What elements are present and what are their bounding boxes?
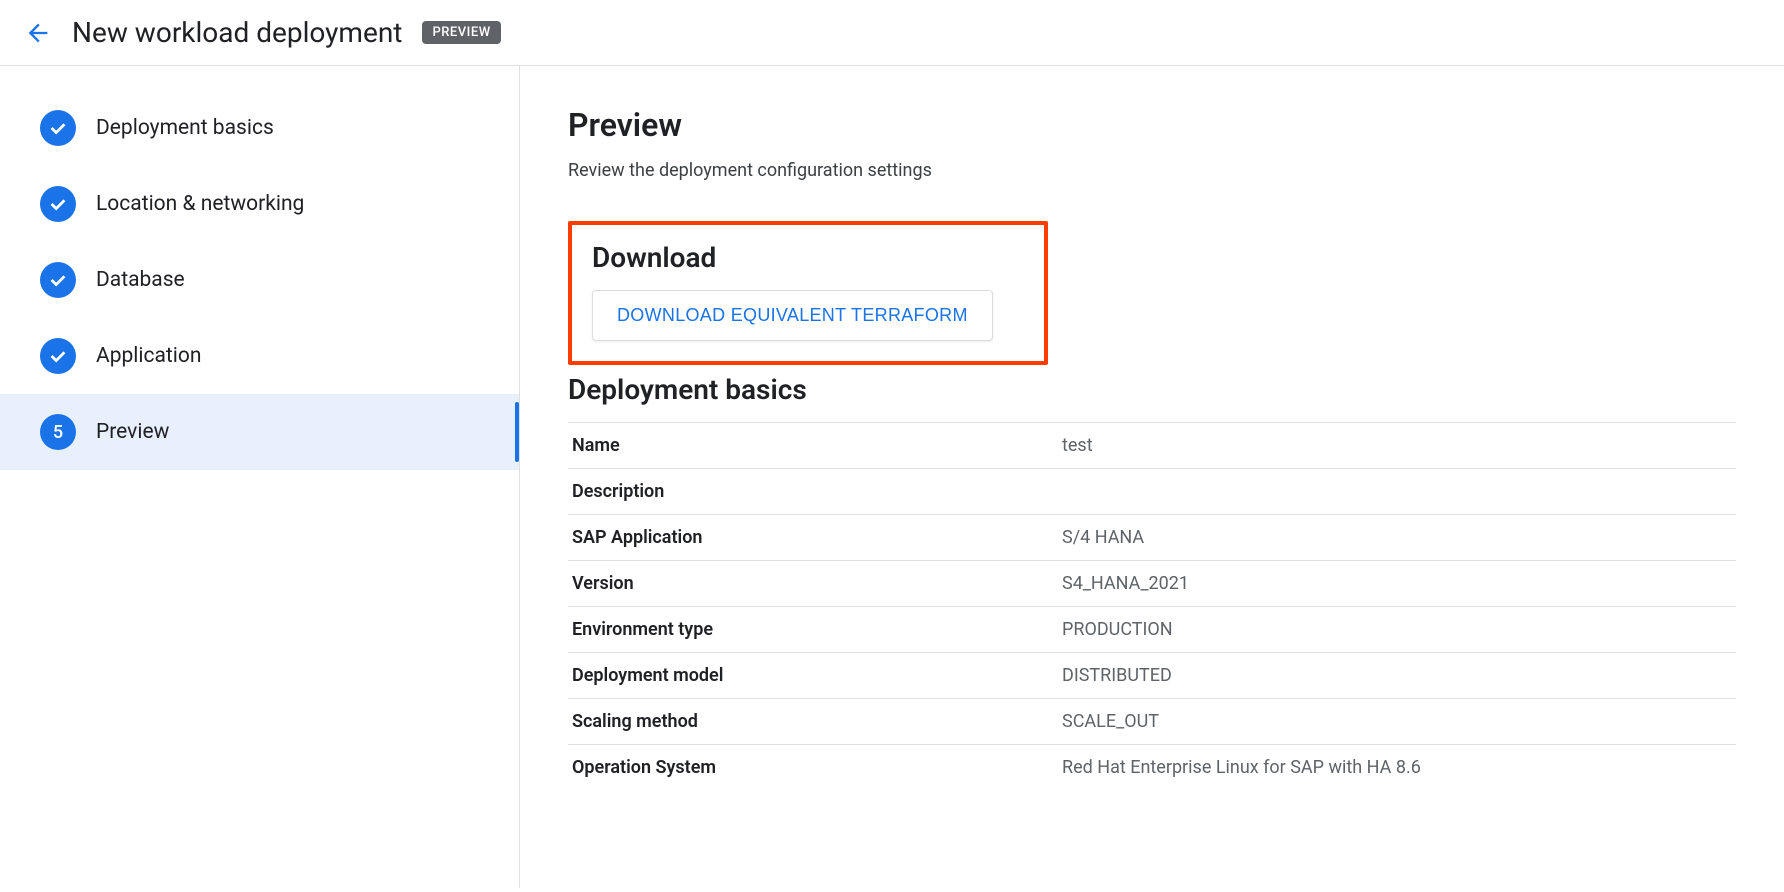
row-value: DISTRIBUTED xyxy=(1058,653,1736,699)
page-title: New workload deployment xyxy=(72,16,402,49)
row-key: Operation System xyxy=(568,745,1058,791)
step-label: Deployment basics xyxy=(96,116,274,140)
step-label: Application xyxy=(96,344,201,368)
row-value: test xyxy=(1058,423,1736,469)
row-value: SCALE_OUT xyxy=(1058,699,1736,745)
page-header: New workload deployment PREVIEW xyxy=(0,0,1784,66)
step-number-icon: 5 xyxy=(40,414,76,450)
check-icon xyxy=(40,186,76,222)
preview-badge: PREVIEW xyxy=(422,21,500,44)
deployment-basics-table: Name test Description SAP Application S/… xyxy=(568,422,1736,790)
table-row: Name test xyxy=(568,423,1736,469)
row-value: Red Hat Enterprise Linux for SAP with HA… xyxy=(1058,745,1736,791)
row-value: PRODUCTION xyxy=(1058,607,1736,653)
back-arrow-icon[interactable] xyxy=(24,19,52,47)
row-value xyxy=(1058,469,1736,515)
row-key: Deployment model xyxy=(568,653,1058,699)
table-row: Operation System Red Hat Enterprise Linu… xyxy=(568,745,1736,791)
row-key: Description xyxy=(568,469,1058,515)
download-title: Download xyxy=(592,241,1024,274)
basics-title: Deployment basics xyxy=(568,373,1736,406)
steps-sidebar: Deployment basics Location & networking … xyxy=(0,66,520,888)
table-row: Environment type PRODUCTION xyxy=(568,607,1736,653)
row-key: Environment type xyxy=(568,607,1058,653)
table-row: Scaling method SCALE_OUT xyxy=(568,699,1736,745)
step-preview[interactable]: 5 Preview xyxy=(0,394,519,470)
check-icon xyxy=(40,110,76,146)
main-content: Preview Review the deployment configurat… xyxy=(520,66,1784,888)
table-row: SAP Application S/4 HANA xyxy=(568,515,1736,561)
step-application[interactable]: Application xyxy=(0,318,519,394)
row-key: Name xyxy=(568,423,1058,469)
row-value: S4_HANA_2021 xyxy=(1058,561,1736,607)
row-value: S/4 HANA xyxy=(1058,515,1736,561)
step-database[interactable]: Database xyxy=(0,242,519,318)
step-location-networking[interactable]: Location & networking xyxy=(0,166,519,242)
main-container: Deployment basics Location & networking … xyxy=(0,66,1784,888)
step-label: Database xyxy=(96,268,185,292)
content-title: Preview xyxy=(568,106,1736,144)
check-icon xyxy=(40,262,76,298)
table-row: Version S4_HANA_2021 xyxy=(568,561,1736,607)
step-label: Preview xyxy=(96,420,169,444)
step-label: Location & networking xyxy=(96,192,304,216)
download-section: Download DOWNLOAD EQUIVALENT TERRAFORM xyxy=(568,221,1048,365)
content-subtitle: Review the deployment configuration sett… xyxy=(568,160,1736,181)
step-deployment-basics[interactable]: Deployment basics xyxy=(0,90,519,166)
download-terraform-button[interactable]: DOWNLOAD EQUIVALENT TERRAFORM xyxy=(592,290,993,341)
table-row: Deployment model DISTRIBUTED xyxy=(568,653,1736,699)
row-key: Version xyxy=(568,561,1058,607)
row-key: SAP Application xyxy=(568,515,1058,561)
row-key: Scaling method xyxy=(568,699,1058,745)
check-icon xyxy=(40,338,76,374)
table-row: Description xyxy=(568,469,1736,515)
